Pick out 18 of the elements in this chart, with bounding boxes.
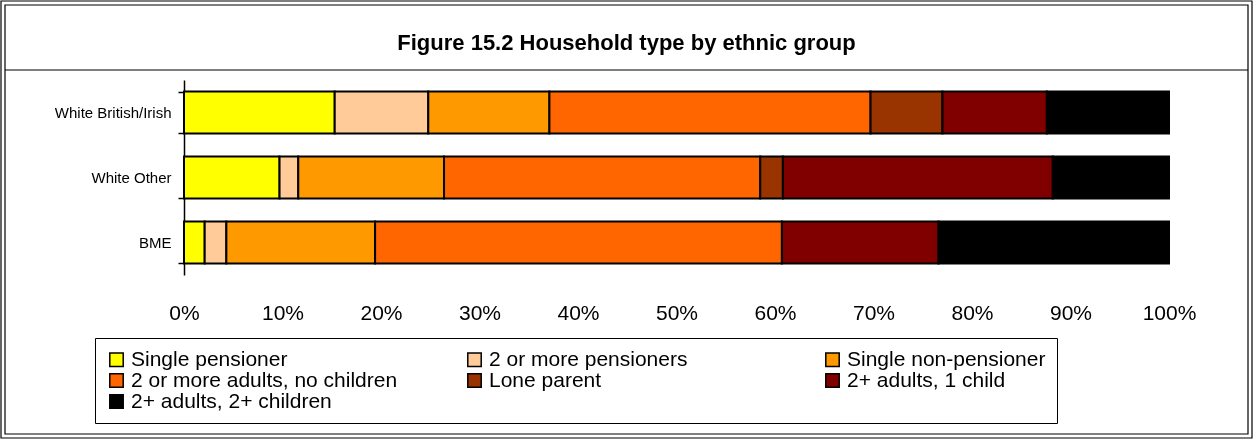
x-tick-label: 30% <box>458 300 502 324</box>
x-tick-label: 90% <box>1049 300 1093 324</box>
x-tick-label: 10% <box>261 300 305 324</box>
x-tick-label: 100% <box>1142 300 1197 324</box>
y-tick-label: White Other <box>91 169 172 186</box>
x-tick-label: 70% <box>852 300 896 324</box>
x-tick-label: 50% <box>655 300 699 324</box>
y-tick-label: White British/Irish <box>54 104 172 121</box>
x-tick-label: 80% <box>951 300 994 324</box>
y-tick-label: BME <box>138 234 172 251</box>
legend-label: 2 or more pensioners <box>489 346 688 370</box>
chart-title: Figure 15.2 Household type by ethnic group <box>397 30 856 56</box>
x-tick-label: 40% <box>557 300 600 324</box>
x-tick-label: 60% <box>754 300 797 324</box>
x-tick-label: 20% <box>360 300 403 324</box>
legend-label: Single pensioner <box>131 346 288 370</box>
x-tick-label: 0% <box>169 300 200 324</box>
legend-label: Single non-pensioner <box>847 346 1046 370</box>
